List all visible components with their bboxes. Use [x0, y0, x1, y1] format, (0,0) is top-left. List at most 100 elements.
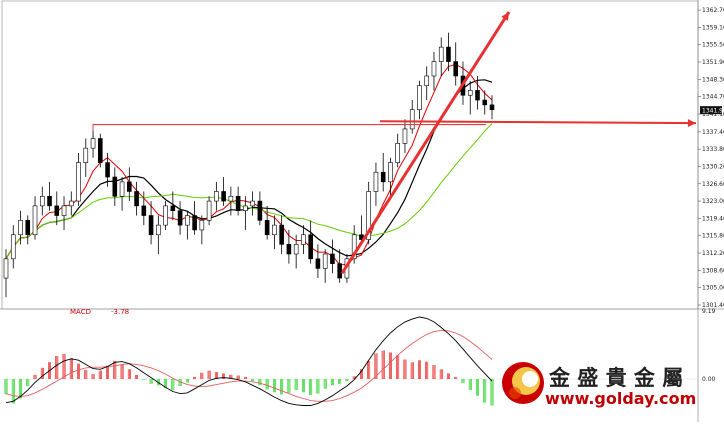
- macd-bar: [476, 379, 479, 396]
- watermark-url: www.golday.com: [545, 389, 696, 408]
- macd-bar: [243, 376, 247, 380]
- candle-body: [228, 195, 234, 202]
- candle: [68, 191, 74, 216]
- candle-body: [112, 176, 118, 197]
- candle-body: [293, 244, 299, 255]
- candle: [18, 210, 23, 245]
- macd-bar: [185, 379, 189, 383]
- candle-body: [156, 224, 161, 236]
- macd-bar: [4, 379, 8, 395]
- candle: [141, 191, 147, 226]
- macd-bar: [207, 370, 211, 380]
- macd-bar: [171, 379, 175, 391]
- price-tick-label: 1337.40: [702, 129, 724, 136]
- candle-body: [192, 215, 197, 231]
- moving-average-line: [5, 63, 493, 266]
- candle: [264, 205, 270, 240]
- candle: [293, 234, 299, 269]
- price-tick-label: 1323.00: [702, 198, 724, 205]
- macd-bar: [483, 379, 487, 403]
- candle: [83, 138, 89, 178]
- current-price-label: 1341.90: [702, 107, 724, 114]
- candle-body: [3, 258, 9, 279]
- macd-bar: [294, 379, 298, 391]
- candle-body: [315, 258, 321, 269]
- macd-value: -3.78: [111, 308, 129, 316]
- candle: [221, 177, 226, 206]
- macd-bar: [287, 379, 291, 393]
- horizontal-arrow-head: [687, 119, 696, 128]
- candle: [39, 186, 45, 216]
- candle: [3, 249, 9, 298]
- price-tick-label: 1308.60: [702, 267, 724, 274]
- macd-bar: [439, 369, 443, 380]
- price-tick-label: 1301.40: [702, 302, 724, 309]
- candle: [388, 157, 393, 197]
- candle: [105, 152, 110, 187]
- candle-body: [467, 90, 473, 96]
- macd-bar: [381, 350, 385, 380]
- candle: [61, 196, 67, 230]
- candle-body: [308, 234, 313, 260]
- candle-body: [134, 191, 139, 207]
- macd-bar: [251, 379, 255, 382]
- macd-bar: [91, 374, 95, 380]
- candle: [409, 100, 415, 134]
- candle-body: [206, 200, 212, 221]
- candle-body: [388, 162, 393, 183]
- candle-body: [431, 61, 437, 77]
- macd-bar: [490, 379, 494, 406]
- moving-average-line: [5, 79, 493, 260]
- macd-bar: [236, 375, 240, 380]
- macd-bar: [106, 365, 109, 380]
- candle-body: [148, 215, 154, 236]
- price-tick-label: 1319.40: [702, 215, 724, 222]
- candle-body: [286, 244, 292, 255]
- macd-bar: [338, 379, 342, 384]
- candle: [482, 90, 488, 115]
- candle: [170, 191, 176, 221]
- macd-signal-line: [5, 329, 493, 402]
- price-tick-label: 1315.80: [702, 233, 724, 240]
- macd-bar: [55, 356, 59, 380]
- candle-body: [10, 234, 16, 260]
- macd-bar: [418, 360, 421, 380]
- candle: [192, 201, 197, 235]
- macd-bar: [389, 352, 392, 380]
- candle-body: [127, 181, 132, 192]
- candle: [199, 215, 205, 245]
- macd-bar: [396, 355, 400, 380]
- candle: [337, 249, 342, 283]
- macd-bar: [149, 379, 153, 384]
- watermark-chinese: 金 盛 貴 金 屬: [548, 366, 683, 390]
- price-panel: [0, 0, 724, 310]
- candle-body: [301, 234, 306, 245]
- candle: [431, 51, 437, 91]
- candle: [148, 201, 154, 245]
- macd-bar: [272, 379, 276, 393]
- price-tick-label: 1330.20: [702, 163, 724, 170]
- candle-body: [330, 253, 335, 264]
- macd-bar: [403, 359, 407, 380]
- candle: [438, 37, 444, 76]
- candle-body: [61, 205, 67, 216]
- horizontal-arrow: [379, 120, 697, 125]
- candle: [250, 191, 255, 216]
- candle-body: [337, 263, 342, 279]
- candle: [330, 239, 335, 274]
- candle: [177, 201, 183, 235]
- candle-body: [214, 191, 219, 202]
- candle: [156, 215, 161, 255]
- candle: [424, 66, 430, 101]
- candle-body: [250, 200, 255, 207]
- candle: [475, 75, 480, 110]
- candle: [279, 215, 284, 255]
- macd-bar: [98, 370, 102, 380]
- macd-bar: [200, 372, 204, 380]
- candle-body: [235, 195, 241, 212]
- candle: [76, 152, 81, 206]
- candle-body: [163, 205, 168, 226]
- macd-bar: [432, 365, 436, 380]
- candle: [206, 196, 212, 226]
- price-tick-label: 1351.90: [702, 59, 724, 66]
